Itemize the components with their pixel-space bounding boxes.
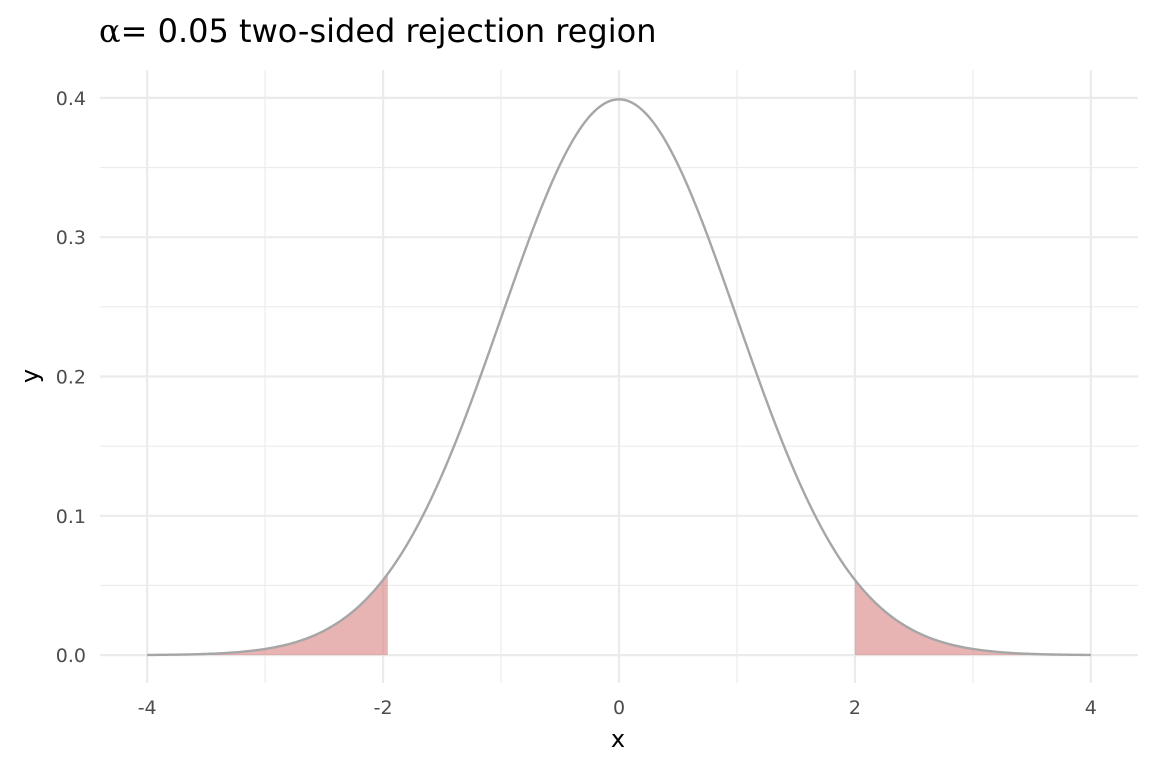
x-tick-label: 4 (1085, 697, 1097, 719)
title-text: 0.05 two-sided rejection region (147, 12, 656, 50)
y-tick-label: 0.1 (56, 506, 86, 528)
y-tick-label: 0.0 (56, 645, 86, 667)
y-axis-title: y (16, 369, 44, 383)
title-alpha-symbol: α (99, 12, 121, 50)
title-equals-sign: = (121, 12, 148, 50)
y-tick-label: 0.2 (56, 367, 86, 389)
y-axis-ticks: 0.0 0.1 0.2 0.3 0.4 (56, 88, 86, 667)
y-tick-label: 0.3 (56, 227, 86, 249)
x-tick-label: -2 (374, 697, 393, 719)
x-tick-label: 2 (849, 697, 861, 719)
x-axis-title: x (611, 725, 625, 753)
x-tick-label: -4 (138, 697, 157, 719)
density-curve-group (147, 98, 1091, 657)
rejection-regions (147, 573, 1091, 656)
y-tick-label: 0.4 (56, 88, 86, 110)
chart-title: α= 0.05 two-sided rejection region (99, 12, 656, 50)
x-axis-ticks: -4 -2 0 2 4 (138, 697, 1097, 719)
grid-lines (100, 70, 1138, 683)
left-rejection-region (147, 573, 388, 656)
x-tick-label: 0 (613, 697, 625, 719)
density-curve (147, 98, 1091, 657)
right-rejection-region (854, 579, 1091, 656)
